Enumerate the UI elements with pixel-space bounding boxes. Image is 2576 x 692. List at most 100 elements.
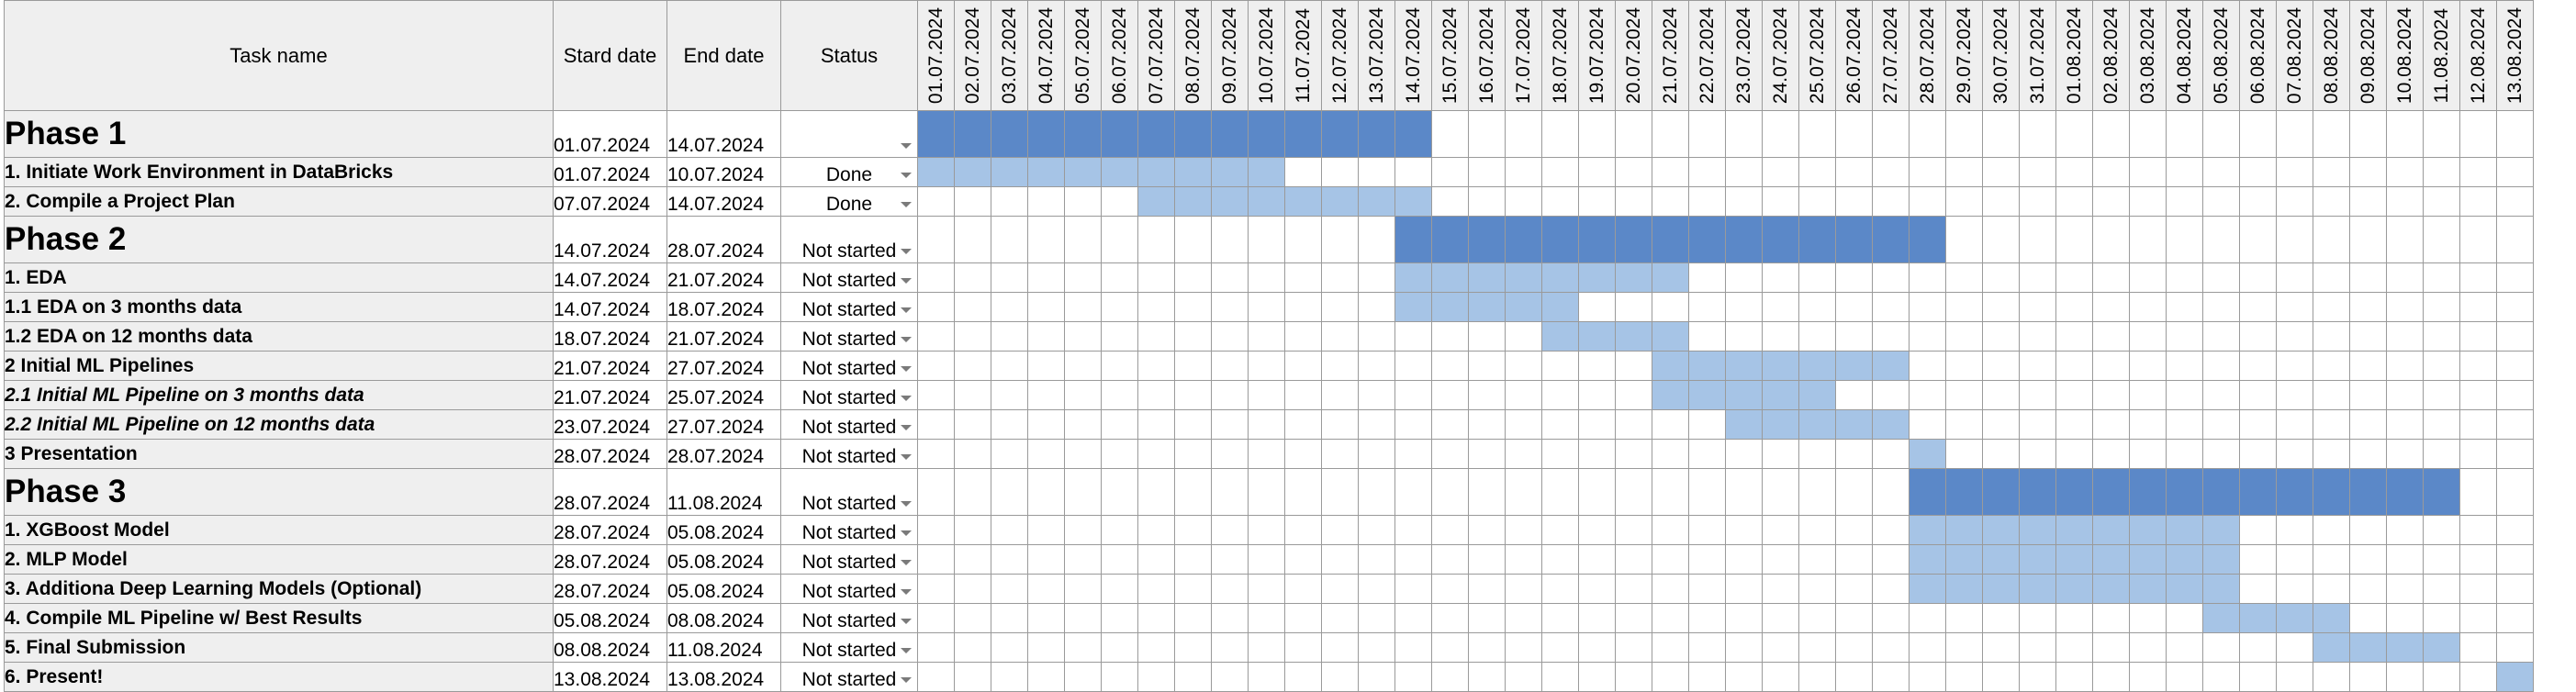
gantt-cell[interactable] <box>2313 574 2350 604</box>
gantt-cell[interactable] <box>2239 380 2277 410</box>
gantt-cell[interactable] <box>2386 321 2424 352</box>
gantt-cell[interactable] <box>991 574 1028 604</box>
gantt-cell[interactable] <box>2239 632 2277 663</box>
gantt-bar-cell[interactable] <box>1982 468 2020 516</box>
end-date-header[interactable]: End date <box>666 0 781 111</box>
end-date-cell[interactable]: 13.08.2024 <box>666 662 781 692</box>
gantt-cell[interactable] <box>2423 409 2460 440</box>
gantt-bar-cell[interactable] <box>1578 262 1616 293</box>
gantt-cell[interactable] <box>2423 321 2460 352</box>
gantt-cell[interactable] <box>1615 662 1652 692</box>
gantt-cell[interactable] <box>2423 603 2460 633</box>
gantt-cell[interactable] <box>1725 515 1763 545</box>
end-date-cell[interactable]: 21.07.2024 <box>666 262 781 293</box>
gantt-cell[interactable] <box>1798 262 1836 293</box>
gantt-cell[interactable] <box>1615 409 1652 440</box>
gantt-cell[interactable] <box>1468 351 1506 381</box>
gantt-bar-cell[interactable] <box>2055 574 2093 604</box>
gantt-cell[interactable] <box>1578 662 1616 692</box>
gantt-cell[interactable] <box>2496 515 2534 545</box>
gantt-cell[interactable] <box>1137 515 1175 545</box>
gantt-cell[interactable] <box>1394 662 1432 692</box>
gantt-cell[interactable] <box>1321 262 1359 293</box>
start-date-cell[interactable]: 01.07.2024 <box>553 157 667 187</box>
gantt-cell[interactable] <box>2386 351 2424 381</box>
gantt-cell[interactable] <box>1541 351 1579 381</box>
gantt-cell[interactable] <box>1578 186 1616 217</box>
gantt-cell[interactable] <box>1578 439 1616 469</box>
gantt-cell[interactable] <box>1174 439 1212 469</box>
gantt-cell[interactable] <box>2092 262 2130 293</box>
gantt-bar-cell[interactable] <box>1725 380 1763 410</box>
gantt-cell[interactable] <box>1137 321 1175 352</box>
gantt-cell[interactable] <box>2092 110 2130 158</box>
gantt-cell[interactable] <box>1725 262 1763 293</box>
gantt-cell[interactable] <box>2129 603 2167 633</box>
gantt-cell[interactable] <box>1762 262 1799 293</box>
gantt-bar-cell[interactable] <box>1541 216 1579 263</box>
gantt-bar-cell[interactable] <box>2349 468 2387 516</box>
gantt-cell[interactable] <box>1027 662 1065 692</box>
gantt-cell[interactable] <box>2055 632 2093 663</box>
gantt-cell[interactable] <box>991 321 1028 352</box>
gantt-cell[interactable] <box>954 468 991 516</box>
gantt-cell[interactable] <box>1505 468 1542 516</box>
gantt-cell[interactable] <box>1211 351 1249 381</box>
day-header[interactable]: 21.07.2024 <box>1652 0 1689 111</box>
day-header[interactable]: 11.08.2024 <box>2423 0 2460 111</box>
gantt-cell[interactable] <box>1137 351 1175 381</box>
day-header[interactable]: 13.07.2024 <box>1358 0 1395 111</box>
gantt-cell[interactable] <box>1798 574 1836 604</box>
gantt-cell[interactable] <box>2276 110 2313 158</box>
gantt-cell[interactable] <box>2239 574 2277 604</box>
gantt-cell[interactable] <box>2166 439 2203 469</box>
gantt-bar-cell[interactable] <box>2166 515 2203 545</box>
gantt-cell[interactable] <box>1982 110 2020 158</box>
gantt-cell[interactable] <box>1394 574 1432 604</box>
gantt-cell[interactable] <box>2202 186 2240 217</box>
gantt-cell[interactable] <box>2386 216 2424 263</box>
gantt-cell[interactable] <box>1762 632 1799 663</box>
gantt-cell[interactable] <box>2019 662 2056 692</box>
gantt-cell[interactable] <box>2423 186 2460 217</box>
gantt-cell[interactable] <box>1431 662 1469 692</box>
gantt-cell[interactable] <box>1211 262 1249 293</box>
gantt-cell[interactable] <box>1064 186 1102 217</box>
gantt-bar-cell[interactable] <box>2019 574 2056 604</box>
start-date-cell[interactable]: 05.08.2024 <box>553 603 667 633</box>
day-header[interactable]: 24.07.2024 <box>1762 0 1799 111</box>
gantt-cell[interactable] <box>2019 439 2056 469</box>
gantt-cell[interactable] <box>2239 662 2277 692</box>
gantt-bar-cell[interactable] <box>1762 380 1799 410</box>
gantt-cell[interactable] <box>2349 544 2387 575</box>
day-header[interactable]: 08.08.2024 <box>2313 0 2350 111</box>
end-date-cell[interactable]: 05.08.2024 <box>666 544 781 575</box>
gantt-cell[interactable] <box>1431 603 1469 633</box>
gantt-cell[interactable] <box>1137 603 1175 633</box>
gantt-cell[interactable] <box>1358 292 1395 322</box>
gantt-cell[interactable] <box>2496 574 2534 604</box>
day-header[interactable]: 06.07.2024 <box>1101 0 1138 111</box>
gantt-cell[interactable] <box>1762 603 1799 633</box>
gantt-cell[interactable] <box>1541 409 1579 440</box>
gantt-cell[interactable] <box>991 544 1028 575</box>
gantt-cell[interactable] <box>1358 544 1395 575</box>
gantt-cell[interactable] <box>1321 439 1359 469</box>
gantt-cell[interactable] <box>1468 321 1506 352</box>
gantt-cell[interactable] <box>1909 409 1946 440</box>
gantt-cell[interactable] <box>1798 603 1836 633</box>
gantt-cell[interactable] <box>917 262 955 293</box>
gantt-cell[interactable] <box>1064 380 1102 410</box>
gantt-bar-cell[interactable] <box>2313 632 2350 663</box>
gantt-cell[interactable] <box>1652 186 1689 217</box>
gantt-bar-cell[interactable] <box>2386 632 2424 663</box>
gantt-cell[interactable] <box>917 603 955 633</box>
gantt-cell[interactable] <box>2166 262 2203 293</box>
gantt-cell[interactable] <box>917 468 955 516</box>
gantt-cell[interactable] <box>1248 515 1285 545</box>
gantt-bar-cell[interactable] <box>1835 409 1873 440</box>
status-dropdown[interactable]: Not started <box>780 515 918 545</box>
gantt-cell[interactable] <box>1248 321 1285 352</box>
gantt-cell[interactable] <box>1431 110 1469 158</box>
day-header[interactable]: 28.07.2024 <box>1909 0 1946 111</box>
